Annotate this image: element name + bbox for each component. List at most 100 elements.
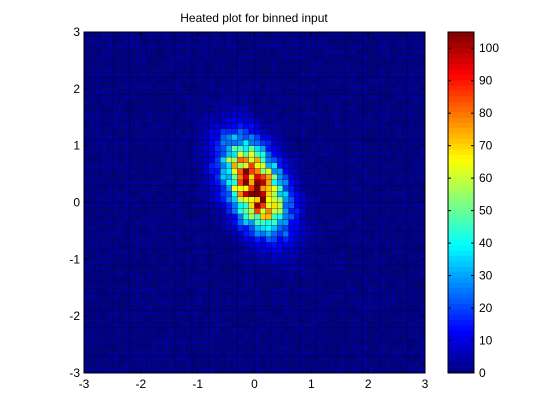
heatmap-cell: [288, 219, 295, 226]
heatmap-cell: [350, 179, 358, 186]
heatmap-cell: [322, 344, 329, 351]
heatmap-cell: [282, 31, 289, 38]
heatmap-cell: [237, 281, 244, 288]
heatmap-cell: [407, 88, 414, 95]
heatmap-cell: [345, 111, 352, 118]
heatmap-cell: [100, 333, 107, 340]
heatmap-cell: [254, 128, 261, 135]
heatmap-cell: [191, 88, 198, 95]
heatmap-cell: [106, 225, 113, 232]
heatmap-cell: [203, 31, 210, 38]
colorbar-segment: [448, 181, 474, 187]
heatmap-cell: [356, 117, 363, 124]
heatmap-cell: [140, 105, 147, 112]
heatmap-cell: [356, 156, 363, 163]
heatmap-cell: [305, 173, 312, 180]
heatmap-cell: [316, 77, 323, 84]
heatmap-cell: [186, 281, 193, 288]
heatmap-cell: [169, 270, 176, 277]
heatmap-cell: [237, 293, 244, 300]
heatmap-cell: [322, 60, 329, 67]
heatmap-cell: [123, 173, 130, 180]
colorbar-segment: [448, 213, 474, 219]
heatmap-cell: [83, 43, 90, 50]
heatmap-cell: [385, 48, 392, 55]
heatmap-cell: [248, 276, 255, 283]
heatmap-cell: [83, 139, 90, 146]
heatmap-cell: [362, 208, 369, 215]
heatmap-cell: [339, 298, 346, 306]
heatmap-cell: [237, 139, 244, 146]
heatmap-cell: [203, 344, 210, 351]
heatmap-cell: [140, 60, 147, 67]
heatmap-cell: [214, 134, 221, 141]
heatmap-cell: [356, 293, 363, 300]
heatmap-cell: [305, 82, 312, 90]
heatmap-cell: [333, 247, 340, 254]
heatmap-cell: [305, 31, 312, 38]
heatmap-cell: [282, 202, 289, 209]
heatmap-cell: [288, 31, 295, 38]
heatmap-cell: [277, 31, 284, 38]
heatmap-cell: [373, 43, 380, 50]
heatmap-cell: [89, 338, 96, 345]
heatmap-cell: [260, 327, 267, 334]
heatmap-cell: [419, 304, 426, 311]
heatmap-cell: [379, 88, 386, 95]
heatmap-cell: [413, 179, 420, 186]
heatmap-cell: [385, 208, 392, 215]
heatmap-cell: [140, 134, 147, 141]
heatmap-cell: [208, 321, 215, 328]
heatmap-cell: [282, 128, 289, 135]
heatmap-cell: [146, 219, 153, 226]
heatmap-cell: [163, 173, 170, 180]
heatmap-cell: [356, 88, 363, 95]
heatmap-cell: [152, 82, 159, 90]
heatmap-cell: [146, 190, 153, 198]
heatmap-cell: [203, 117, 210, 124]
heatmap-cell: [407, 361, 414, 368]
heatmap-cell: [367, 247, 375, 254]
heatmap-cell: [396, 225, 403, 232]
heatmap-cell: [106, 304, 113, 311]
heatmap-cell: [197, 94, 204, 101]
heatmap-cell: [419, 276, 426, 283]
heatmap-cell: [373, 213, 380, 220]
heatmap-cell: [191, 344, 198, 351]
heatmap-cell: [294, 162, 301, 169]
heatmap-cell: [191, 134, 198, 141]
heatmap-cell: [225, 276, 232, 283]
heatmap-cell: [413, 208, 420, 215]
heatmap-cell: [271, 344, 278, 351]
heatmap-cell: [367, 361, 375, 368]
heatmap-cell: [362, 105, 369, 112]
heatmap-cell: [89, 236, 96, 243]
heatmap-cell: [117, 276, 125, 283]
heatmap-cell: [163, 259, 170, 266]
heatmap-cell: [316, 179, 323, 186]
heatmap-cell: [89, 156, 96, 163]
heatmap-cell: [265, 208, 272, 215]
heatmap-cell: [180, 173, 187, 180]
heatmap-cell: [339, 304, 346, 311]
heatmap-cell: [197, 259, 204, 266]
heatmap-cell: [407, 185, 414, 192]
heatmap-cell: [419, 219, 426, 226]
heatmap-cell: [305, 77, 312, 84]
heatmap-cell: [106, 242, 113, 249]
heatmap-cell: [203, 77, 210, 84]
heatmap-cell: [129, 321, 136, 328]
heatmap-cell: [367, 31, 375, 38]
heatmap-cell: [100, 60, 107, 67]
colorbar-segment: [448, 330, 474, 337]
heatmap-cell: [265, 88, 272, 95]
heatmap-cell: [197, 298, 204, 306]
heatmap-cell: [311, 173, 318, 180]
heatmap-cell: [140, 151, 147, 158]
heatmap-cell: [254, 242, 261, 249]
heatmap-cell: [316, 48, 323, 55]
heatmap-cell: [83, 338, 90, 345]
heatmap-cell: [197, 134, 204, 141]
heatmap-cell: [277, 213, 284, 220]
